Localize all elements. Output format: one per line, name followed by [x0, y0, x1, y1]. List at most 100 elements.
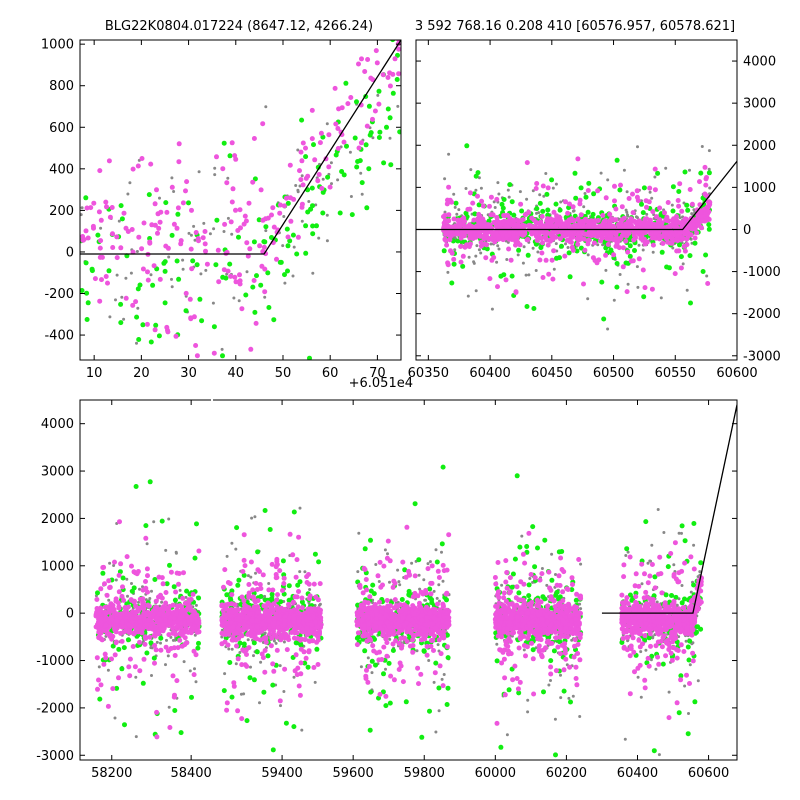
data-point — [140, 266, 146, 272]
data-point — [113, 596, 119, 602]
data-point — [572, 209, 576, 213]
data-point — [184, 588, 190, 594]
data-point — [230, 232, 234, 236]
data-point — [650, 196, 654, 200]
data-point — [294, 251, 300, 257]
data-point — [705, 274, 709, 278]
data-point — [185, 629, 191, 635]
data-point — [679, 208, 685, 214]
data-point — [99, 226, 103, 230]
x-tick-label: 60500 — [593, 366, 634, 381]
data-point — [370, 116, 375, 122]
data-point — [122, 722, 127, 728]
data-point — [651, 250, 655, 254]
data-point — [157, 219, 163, 225]
data-point — [483, 255, 489, 261]
y-tick-label: 600 — [49, 121, 74, 136]
data-point — [605, 242, 611, 247]
data-point — [548, 216, 554, 222]
data-point — [451, 256, 457, 262]
data-point — [697, 179, 702, 185]
data-point — [634, 188, 640, 194]
data-point — [147, 613, 153, 619]
data-point — [97, 696, 103, 702]
data-point — [354, 164, 360, 170]
data-point — [262, 289, 268, 295]
data-point — [446, 270, 450, 274]
data-point — [507, 230, 512, 235]
data-point — [192, 555, 198, 561]
data-point — [623, 221, 629, 227]
data-point — [491, 220, 497, 226]
data-point — [449, 199, 454, 205]
data-point — [110, 231, 115, 237]
data-point — [119, 619, 125, 625]
data-point — [298, 506, 302, 510]
data-point — [303, 154, 309, 160]
data-point — [110, 686, 116, 692]
data-point — [167, 705, 171, 709]
data-point — [684, 242, 690, 248]
data-point — [670, 208, 676, 214]
data-point — [196, 640, 201, 646]
data-point — [291, 509, 297, 515]
data-point — [670, 203, 674, 207]
data-point — [279, 704, 282, 708]
data-point — [253, 515, 257, 519]
data-point — [98, 616, 104, 622]
data-point — [303, 250, 309, 256]
y-tick-label: -400 — [44, 329, 74, 344]
data-point — [630, 191, 635, 197]
data-point — [480, 203, 486, 209]
data-point — [214, 154, 219, 160]
data-point — [103, 622, 109, 628]
y-tick-label: -3000 — [743, 349, 781, 364]
data-point — [281, 203, 287, 209]
data-point — [140, 587, 146, 593]
data-point — [234, 547, 238, 551]
data-point — [94, 597, 100, 602]
data-point — [376, 88, 382, 94]
data-point — [495, 284, 500, 290]
data-point — [376, 93, 380, 97]
data-point — [525, 197, 529, 201]
data-point — [227, 647, 231, 651]
data-point — [212, 227, 216, 231]
data-point — [676, 189, 682, 194]
data-point — [220, 166, 226, 172]
data-point — [234, 525, 240, 531]
data-point — [378, 8, 383, 13]
data-point — [335, 146, 341, 151]
data-point — [467, 255, 471, 259]
data-point — [144, 650, 150, 656]
data-point — [326, 164, 332, 170]
data-point — [183, 308, 189, 314]
data-point — [471, 217, 477, 223]
data-point — [241, 532, 247, 538]
data-point — [142, 641, 148, 647]
data-point — [220, 274, 226, 280]
data-point — [244, 652, 249, 657]
data-point — [557, 215, 563, 221]
data-point — [149, 273, 153, 277]
data-point — [562, 253, 568, 259]
data-point — [158, 592, 163, 598]
data-point — [310, 203, 315, 209]
data-point — [479, 186, 483, 190]
data-point — [135, 627, 141, 633]
data-point — [476, 202, 482, 208]
data-point — [233, 207, 238, 213]
data-point — [188, 607, 194, 613]
data-point — [444, 242, 450, 248]
data-point — [325, 239, 329, 243]
data-point — [277, 210, 283, 216]
data-point — [227, 595, 233, 601]
data-point — [690, 212, 694, 216]
data-point — [563, 199, 568, 205]
data-point — [701, 202, 707, 207]
data-point — [100, 570, 106, 576]
data-point — [284, 226, 290, 232]
data-point — [522, 245, 526, 249]
data-point — [376, 101, 382, 107]
data-point — [594, 260, 600, 266]
